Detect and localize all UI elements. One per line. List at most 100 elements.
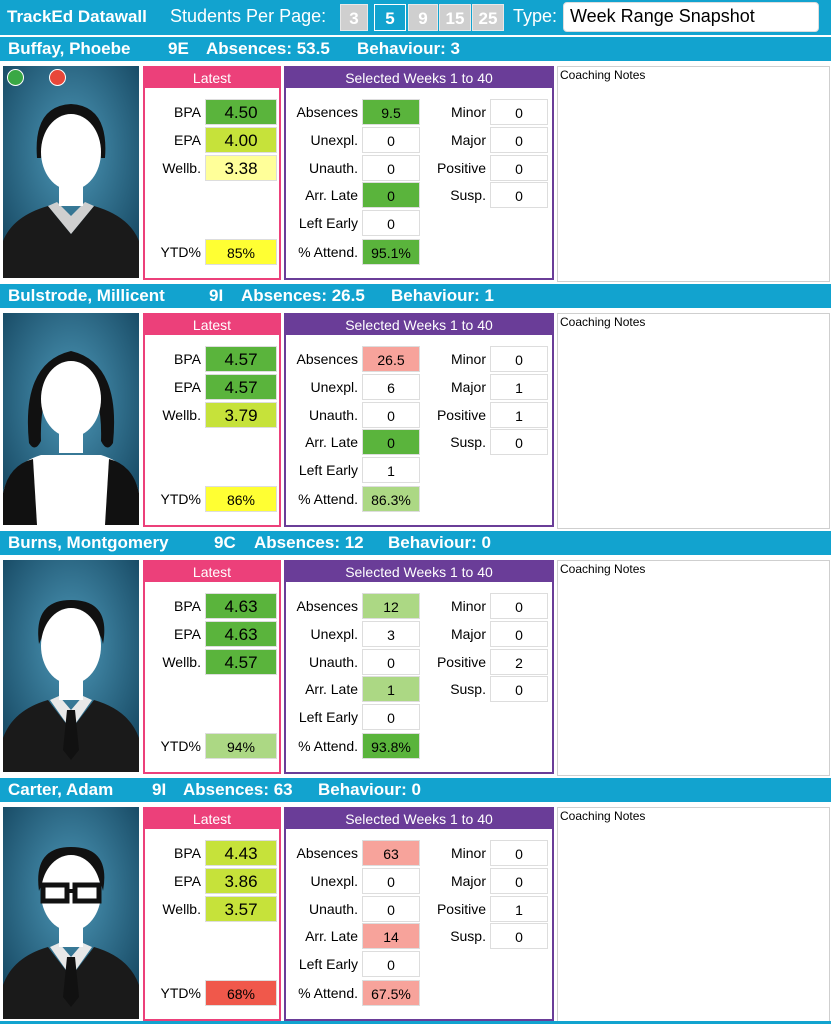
student-avatar[interactable] <box>3 807 139 1019</box>
bpa-value: 4.50 <box>205 99 277 125</box>
student-name[interactable]: Bulstrode, Millicent <box>8 286 165 305</box>
ytd-value: 85% <box>205 239 277 265</box>
major-label: Major <box>450 379 486 395</box>
coaching-notes-title: Coaching Notes <box>560 562 646 576</box>
coaching-notes[interactable]: Coaching Notes <box>557 560 830 776</box>
arr-late-value: 0 <box>362 429 420 455</box>
unexpl-value: 0 <box>362 127 420 153</box>
coaching-notes[interactable]: Coaching Notes <box>557 66 830 282</box>
wellb-value: 4.57 <box>205 649 277 675</box>
absences-label: Absences <box>296 598 358 614</box>
page-size-25-button[interactable]: 25 <box>472 4 504 31</box>
attend-label: % Attend. <box>298 491 358 507</box>
attend-label: % Attend. <box>298 244 358 260</box>
positive-label: Positive <box>436 901 486 917</box>
major-value: 1 <box>490 374 548 400</box>
absences-value: 26.5 <box>362 346 420 372</box>
student-name[interactable]: Buffay, Phoebe <box>8 39 131 58</box>
minor-label: Minor <box>450 598 486 614</box>
major-value: 0 <box>490 621 548 647</box>
ytd-label: YTD% <box>160 244 201 260</box>
page-size-15-button[interactable]: 15 <box>439 4 471 31</box>
ytd-value: 94% <box>205 733 277 759</box>
minor-label: Minor <box>450 351 486 367</box>
behaviour-summary: Behaviour: 0 <box>318 780 421 799</box>
unexpl-label: Unexpl. <box>310 132 358 148</box>
student-avatar[interactable] <box>3 560 139 772</box>
unauth-value: 0 <box>362 155 420 181</box>
unauth-label: Unauth. <box>308 901 358 917</box>
page-size-5-button[interactable]: 5 <box>374 4 406 31</box>
arr-late-value: 14 <box>362 923 420 949</box>
student-avatar[interactable] <box>3 313 139 525</box>
student-card: Bulstrode, Millicent 9I Absences: 26.5 Beha… <box>0 284 831 531</box>
type-select[interactable]: Week Range Snapshot <box>563 2 819 32</box>
positive-value: 0 <box>490 155 548 181</box>
wellb-value: 3.57 <box>205 896 277 922</box>
epa-value: 3.86 <box>205 868 277 894</box>
latest-panel-title: Latest <box>145 562 279 582</box>
absences-summary: Absences: 12 <box>254 533 364 552</box>
arr-late-label: Arr. Late <box>305 681 358 697</box>
left-early-label: Left Early <box>298 709 358 725</box>
type-label: Type: <box>513 6 558 26</box>
ytd-label: YTD% <box>160 738 201 754</box>
student-header: Bulstrode, Millicent 9I Absences: 26.5 Beha… <box>0 284 831 308</box>
ytd-label: YTD% <box>160 985 201 1001</box>
unexpl-value: 6 <box>362 374 420 400</box>
behaviour-summary: Behaviour: 0 <box>388 533 491 552</box>
unauth-label: Unauth. <box>308 407 358 423</box>
page-size-3-button[interactable]: 3 <box>340 4 368 31</box>
absences-label: Absences <box>296 104 358 120</box>
positive-value: 1 <box>490 896 548 922</box>
positive-label: Positive <box>436 160 486 176</box>
wellb-label: Wellb. <box>162 407 201 423</box>
absences-label: Absences <box>296 351 358 367</box>
selected-weeks-title: Selected Weeks 1 to 40 <box>286 315 552 335</box>
susp-value: 0 <box>490 182 548 208</box>
absences-label: Absences <box>296 845 358 861</box>
student-header: Burns, Montgomery 9C Absences: 12 Behaviour… <box>0 531 831 555</box>
student-header: Carter, Adam 9I Absences: 63 Behaviour: 0 <box>0 778 831 802</box>
latest-panel-title: Latest <box>145 68 279 88</box>
student-avatar[interactable] <box>3 66 139 278</box>
left-early-value: 0 <box>362 951 420 977</box>
arr-late-label: Arr. Late <box>305 434 358 450</box>
left-early-label: Left Early <box>298 956 358 972</box>
selected-weeks-title: Selected Weeks 1 to 40 <box>286 68 552 88</box>
student-class: 9E <box>168 39 189 58</box>
bottom-divider <box>0 1021 831 1024</box>
student-name[interactable]: Burns, Montgomery <box>8 533 169 552</box>
wellb-value: 3.79 <box>205 402 277 428</box>
bpa-label: BPA <box>174 845 201 861</box>
susp-value: 0 <box>490 676 548 702</box>
arr-late-label: Arr. Late <box>305 928 358 944</box>
selected-weeks-panel: Selected Weeks 1 to 40 Absences 9.5 Unexpl.… <box>284 66 554 280</box>
minor-label: Minor <box>450 104 486 120</box>
coaching-notes[interactable]: Coaching Notes <box>557 807 830 1023</box>
left-early-label: Left Early <box>298 462 358 478</box>
behaviour-summary: Behaviour: 1 <box>391 286 494 305</box>
student-name[interactable]: Carter, Adam <box>8 780 114 799</box>
positive-value: 1 <box>490 402 548 428</box>
ytd-value: 68% <box>205 980 277 1006</box>
left-early-value: 0 <box>362 210 420 236</box>
attend-value: 95.1% <box>362 239 420 265</box>
selected-weeks-panel: Selected Weeks 1 to 40 Absences 26.5 Unexpl… <box>284 313 554 527</box>
coaching-notes[interactable]: Coaching Notes <box>557 313 830 529</box>
top-bar: TrackEd Datawall Students Per Page: 3 5 … <box>0 0 831 35</box>
absences-value: 12 <box>362 593 420 619</box>
student-card: Buffay, Phoebe 9E Absences: 53.5 Behaviour:… <box>0 37 831 284</box>
epa-label: EPA <box>174 873 201 889</box>
ytd-value: 86% <box>205 486 277 512</box>
absences-summary: Absences: 53.5 <box>206 39 330 58</box>
unexpl-label: Unexpl. <box>310 379 358 395</box>
selected-weeks-title: Selected Weeks 1 to 40 <box>286 562 552 582</box>
student-class: 9C <box>214 533 236 552</box>
minor-value: 0 <box>490 99 548 125</box>
page-size-9-button[interactable]: 9 <box>408 4 438 31</box>
status-dot <box>7 69 24 86</box>
susp-value: 0 <box>490 923 548 949</box>
coaching-notes-title: Coaching Notes <box>560 68 646 82</box>
unauth-value: 0 <box>362 402 420 428</box>
